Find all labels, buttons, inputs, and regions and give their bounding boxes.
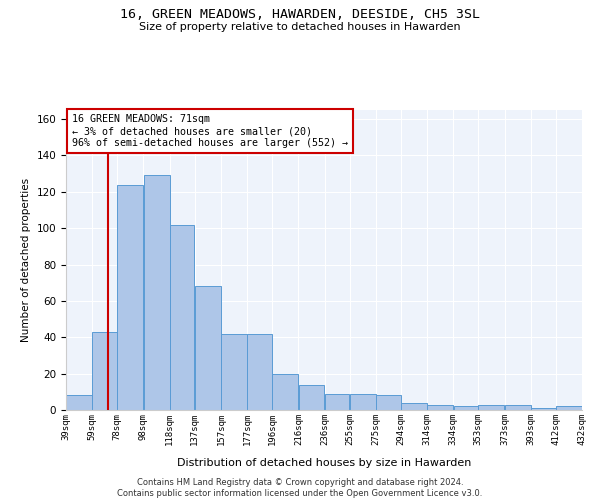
Bar [427, 404, 453, 410]
Bar [66, 396, 92, 410]
Bar [325, 394, 349, 410]
Text: Size of property relative to detached houses in Hawarden: Size of property relative to detached ho… [139, 22, 461, 32]
Bar [118, 184, 143, 410]
Bar [92, 332, 117, 410]
Bar [170, 224, 194, 410]
Text: Distribution of detached houses by size in Hawarden: Distribution of detached houses by size … [177, 458, 471, 468]
Bar [531, 408, 556, 410]
Text: 16 GREEN MEADOWS: 71sqm
← 3% of detached houses are smaller (20)
96% of semi-det: 16 GREEN MEADOWS: 71sqm ← 3% of detached… [72, 114, 348, 148]
Bar [376, 396, 401, 410]
Bar [299, 384, 325, 410]
Bar [556, 406, 582, 410]
Bar [478, 404, 505, 410]
Bar [350, 394, 376, 410]
Text: 16, GREEN MEADOWS, HAWARDEN, DEESIDE, CH5 3SL: 16, GREEN MEADOWS, HAWARDEN, DEESIDE, CH… [120, 8, 480, 20]
Bar [247, 334, 272, 410]
Text: Contains HM Land Registry data © Crown copyright and database right 2024.
Contai: Contains HM Land Registry data © Crown c… [118, 478, 482, 498]
Bar [195, 286, 221, 410]
Bar [143, 176, 170, 410]
Y-axis label: Number of detached properties: Number of detached properties [21, 178, 31, 342]
Bar [272, 374, 298, 410]
Bar [221, 334, 247, 410]
Bar [401, 402, 427, 410]
Bar [454, 406, 478, 410]
Bar [505, 404, 530, 410]
